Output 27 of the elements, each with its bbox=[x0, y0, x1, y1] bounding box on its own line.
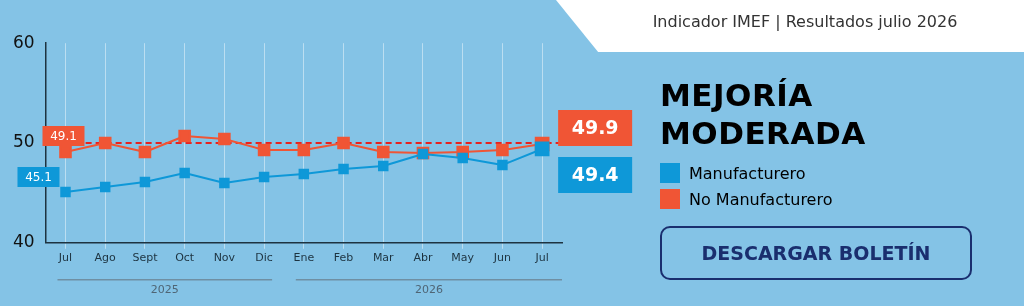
text: MEJORÍA MODERADA bbox=[660, 76, 867, 152]
y-tick-label: 50 bbox=[12, 131, 35, 152]
x-tick-label: Jun bbox=[492, 251, 512, 265]
x-tick-label: Sept bbox=[132, 251, 159, 265]
x-tick-label: Jul bbox=[57, 251, 73, 265]
x-tick-label: Feb bbox=[333, 251, 354, 265]
x-tick-label: Ago bbox=[94, 251, 117, 265]
text: 2026 bbox=[414, 283, 443, 297]
y-tick-label: 40 bbox=[12, 231, 35, 252]
download-button: DESCARGAR BOLETÍN bbox=[660, 226, 972, 280]
data-label: 49.4 bbox=[571, 162, 619, 185]
data-label: 49.9 bbox=[571, 115, 619, 138]
text: Indicador IMEF | Resultados julio 2026 bbox=[651, 12, 959, 31]
y-tick-label: 60 bbox=[12, 31, 35, 52]
x-tick-label: Jul bbox=[534, 251, 549, 265]
x-tick-label: Oct bbox=[175, 251, 195, 265]
x-tick-label: May bbox=[451, 251, 475, 265]
legend-label: No Manufacturero bbox=[689, 189, 833, 209]
data-label: 49.1 bbox=[50, 129, 77, 144]
x-tick-label: Mar bbox=[372, 251, 395, 265]
x-tick-label: Abr bbox=[413, 251, 433, 265]
text: 2025 bbox=[150, 283, 179, 297]
x-tick-label: Ene bbox=[293, 251, 315, 265]
legend-label: Manufacturero bbox=[689, 163, 806, 183]
data-label: 45.1 bbox=[25, 170, 52, 185]
x-tick-label: Nov bbox=[213, 251, 236, 265]
x-tick-label: Dic bbox=[255, 251, 273, 265]
